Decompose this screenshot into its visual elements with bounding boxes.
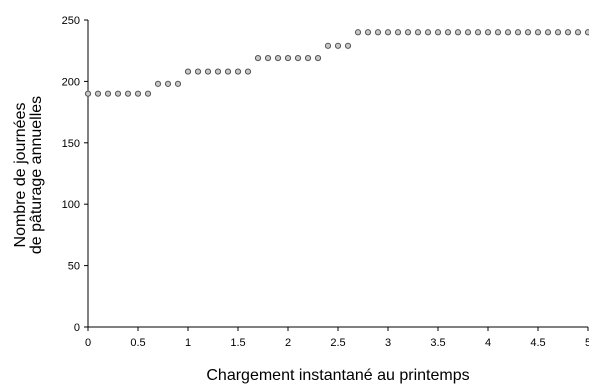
- data-point: [404, 29, 412, 36]
- x-tick-label: 5: [585, 337, 589, 349]
- data-point: [514, 29, 522, 36]
- data-point: [264, 54, 272, 62]
- y-tick-label: 0: [74, 322, 80, 334]
- data-point: [424, 29, 432, 36]
- data-point: [254, 54, 262, 62]
- data-point: [384, 29, 392, 36]
- data-point: [504, 29, 512, 36]
- data-point: [494, 29, 502, 36]
- y-axis-title-line-2: de pâturage annuelles: [28, 96, 45, 254]
- data-point: [164, 80, 172, 87]
- data-point: [194, 68, 202, 75]
- data-point: [434, 29, 442, 36]
- data-point: [554, 29, 562, 36]
- y-axis-title: Nombre de journées de pâturage annuelles: [12, 96, 45, 254]
- x-tick-label: 3: [385, 337, 391, 349]
- data-point: [374, 29, 382, 36]
- data-point: [334, 42, 342, 49]
- data-point: [584, 29, 589, 36]
- x-tick-label: 0: [85, 337, 91, 349]
- data-point: [174, 80, 182, 87]
- x-tick-label: 1.5: [230, 337, 245, 349]
- data-point: [394, 29, 402, 36]
- data-point: [144, 90, 152, 97]
- x-tick-label: 2.5: [330, 337, 345, 349]
- data-point: [234, 68, 242, 75]
- x-tick-label: 2: [285, 337, 291, 349]
- data-point: [214, 68, 222, 75]
- data-point: [114, 90, 122, 97]
- data-point: [344, 42, 352, 49]
- data-point: [574, 29, 582, 36]
- y-tick-label: 150: [62, 138, 80, 150]
- data-point: [84, 90, 92, 97]
- data-point: [324, 42, 332, 49]
- x-tick-label: 4.5: [530, 337, 545, 349]
- data-point: [364, 29, 372, 36]
- x-tick-label: 3.5: [430, 337, 445, 349]
- data-point: [104, 90, 112, 97]
- data-point: [564, 29, 572, 36]
- data-point: [474, 29, 482, 36]
- data-point: [454, 29, 462, 36]
- plot-area: 0 50 100 150 200 250 0 0.5 1 1.5 2 2.5 3 3.5 4 4.5 5: [62, 15, 589, 349]
- data-point: [484, 29, 492, 36]
- y-tick-label: 50: [68, 261, 80, 273]
- data-point: [314, 54, 322, 62]
- data-point: [534, 29, 542, 36]
- data-point: [94, 90, 102, 97]
- y-axis-ticks: 0 50 100 150 200 250: [62, 15, 88, 334]
- data-point: [124, 90, 132, 97]
- data-point: [274, 54, 282, 62]
- data-point: [414, 29, 422, 36]
- data-point: [304, 54, 312, 62]
- data-point: [464, 29, 472, 36]
- data-point: [284, 54, 292, 62]
- y-tick-label: 200: [62, 76, 80, 88]
- data-point: [444, 29, 452, 36]
- x-tick-label: 1: [185, 337, 191, 349]
- data-point: [524, 29, 532, 36]
- x-tick-label: 0.5: [130, 337, 145, 349]
- data-point: [204, 68, 212, 75]
- data-point: [294, 54, 302, 62]
- x-tick-label: 4: [485, 337, 491, 349]
- data-point: [354, 29, 362, 36]
- data-points: [84, 29, 589, 97]
- data-point: [184, 68, 192, 75]
- data-point: [134, 90, 142, 97]
- x-axis-ticks: 0 0.5 1 1.5 2 2.5 3 3.5 4 4.5 5: [85, 327, 589, 349]
- y-axis-title-line-1: Nombre de journées: [12, 103, 29, 248]
- y-tick-label: 250: [62, 15, 80, 27]
- y-tick-label: 100: [62, 199, 80, 211]
- x-axis-title: Chargement instantané au printemps: [206, 367, 469, 384]
- data-point: [154, 80, 162, 87]
- data-point: [544, 29, 552, 36]
- data-point: [224, 68, 232, 75]
- data-point: [244, 68, 252, 75]
